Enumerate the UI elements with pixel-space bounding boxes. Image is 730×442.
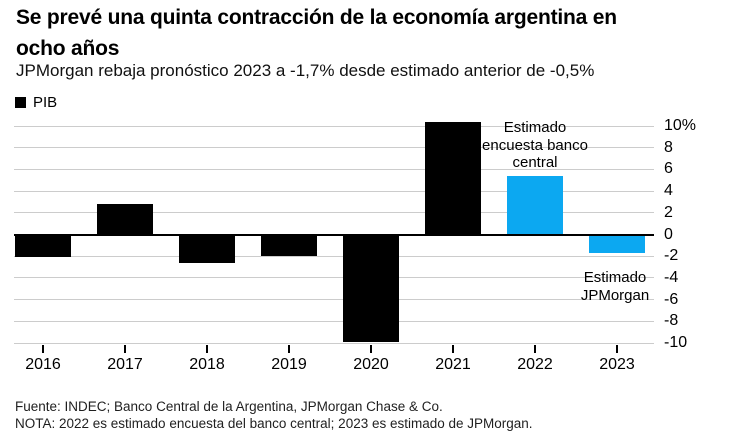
bar-2021 [425, 121, 481, 235]
chart-legend: PIB [15, 94, 57, 111]
x-tick-label: 2017 [107, 356, 143, 373]
title-line-1: Se prevé una quinta contracción de la ec… [16, 6, 617, 29]
x-tick-label: 2021 [435, 356, 471, 373]
bar-2020 [343, 234, 399, 342]
plot-area: 10% 8 6 4 2 0 -2 -4 -6 -8 -10 2016 2017 2018 2019 2020 2… [14, 117, 696, 373]
x-axis-tick [616, 345, 618, 353]
x-tick-label: 2018 [189, 356, 225, 373]
gridline [14, 342, 654, 344]
chart-subtitle: JPMorgan rebaja pronóstico 2023 a -1,7% … [16, 61, 595, 80]
y-tick-label: 0 [664, 225, 673, 243]
gridline [14, 125, 654, 127]
legend-label: PIB [33, 94, 58, 111]
y-tick-label: 2 [664, 203, 673, 221]
x-axis-tick [206, 345, 208, 353]
y-tick-label: -8 [664, 312, 679, 330]
x-tick-label: 2022 [517, 356, 553, 373]
x-axis-tick [124, 345, 126, 353]
y-tick-label: 6 [664, 160, 673, 178]
x-axis-tick [288, 345, 290, 353]
y-tick-label: -6 [664, 290, 679, 308]
x-tick-label: 2020 [353, 356, 389, 373]
source-note: Fuente: INDEC; Banco Central de la Argen… [15, 399, 443, 414]
chart-footer: Fuente: INDEC; Banco Central de la Argen… [15, 398, 725, 432]
x-tick-label: 2019 [271, 356, 307, 373]
x-axis-tick [370, 345, 372, 353]
methodology-note: NOTA: 2022 es estimado encuesta del banc… [15, 416, 533, 431]
bar-2017 [97, 204, 153, 235]
y-tick-label: 10% [664, 117, 697, 134]
gridline [14, 168, 654, 170]
bar-2016 [15, 234, 71, 258]
gridline [14, 299, 654, 301]
gridline [14, 320, 654, 322]
y-tick-label: -10 [664, 334, 688, 351]
gridline [14, 190, 654, 192]
x-axis-tick [452, 345, 454, 353]
gridline [14, 147, 654, 149]
bar-2022 [507, 175, 563, 235]
gridline [14, 255, 654, 257]
bar-2018 [179, 234, 235, 263]
bar-2023 [589, 234, 645, 253]
y-tick-label: -2 [664, 247, 679, 265]
y-tick-label: -4 [664, 268, 679, 286]
x-axis-tick [534, 345, 536, 353]
annotation-banco-central: Estimado encuesta banco central [482, 119, 588, 171]
x-tick-label: 2016 [25, 356, 61, 373]
page-title: Se prevé una quinta contracción de la ec… [16, 2, 716, 64]
y-tick-label: 8 [664, 138, 673, 156]
gridline [14, 212, 654, 214]
x-axis-tick [42, 345, 44, 353]
title-line-2: ocho años [16, 37, 120, 60]
bar-2019 [261, 234, 317, 257]
y-tick-label: 4 [664, 182, 673, 200]
legend-swatch-icon [15, 97, 26, 108]
x-tick-label: 2023 [599, 356, 635, 373]
annotation-jpmorgan: Estimado JPMorgan [580, 269, 650, 304]
zero-axis-line [14, 233, 654, 236]
gridline [14, 277, 654, 279]
